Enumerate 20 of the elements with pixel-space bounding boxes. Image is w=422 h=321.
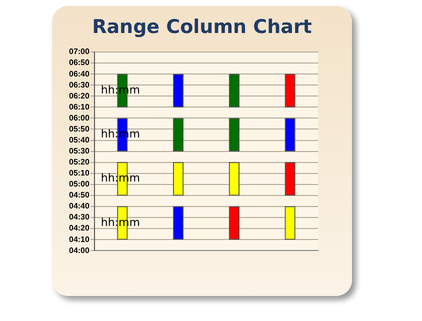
y-tick-label: 05:40 [68, 135, 90, 144]
y-tick-label: 06:40 [68, 69, 90, 78]
y-tick-label: 04:20 [68, 224, 90, 233]
y-tick-label: 05:20 [68, 158, 90, 167]
y-tick-label: 06:00 [68, 113, 90, 122]
y-tick-label: 06:50 [68, 58, 90, 68]
y-tick-label: 06:30 [68, 80, 90, 90]
y-tick-label: 07:00 [68, 47, 90, 56]
chart-title: Range Column Chart [91, 16, 313, 38]
y-tick-label: 04:30 [68, 212, 90, 222]
y-tick-label: 05:00 [68, 180, 90, 189]
y-tick-label: 06:10 [68, 102, 90, 112]
y-tick-label: 04:40 [68, 202, 90, 211]
y-tick-label: 04:50 [68, 190, 90, 200]
y-tick-label: 05:50 [68, 124, 90, 134]
y-tick-label: 04:10 [68, 234, 90, 244]
y-tick-label: 06:20 [68, 91, 90, 100]
y-tick-label: 05:10 [68, 168, 90, 178]
y-tick-label: 05:30 [68, 146, 90, 156]
y-tick-label: 04:00 [68, 246, 90, 255]
